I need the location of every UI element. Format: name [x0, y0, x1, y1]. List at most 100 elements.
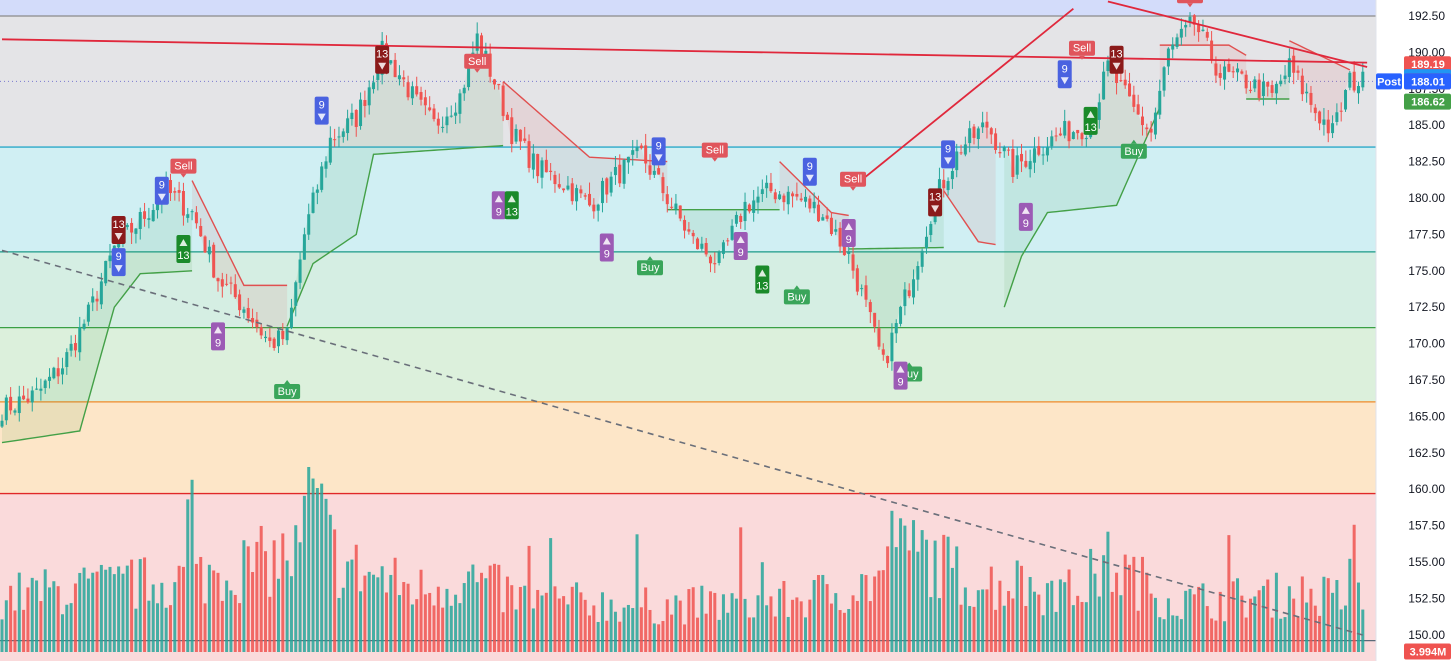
candle-body — [976, 128, 980, 140]
candle-body — [39, 388, 43, 391]
candle-body — [1071, 132, 1075, 139]
volume-bar — [752, 617, 756, 652]
candle-body — [1287, 58, 1291, 77]
volume-bar — [968, 606, 972, 652]
volume-bar — [125, 565, 129, 652]
volume-bar — [402, 582, 406, 652]
price-axis[interactable]: 150.00 152.50 155.00 157.50 160.00 162.50 165.… — [1375, 0, 1456, 661]
candle-body — [363, 100, 367, 106]
price-zones — [0, 0, 1376, 661]
volume-bar — [1093, 573, 1097, 652]
volume-bar — [1097, 596, 1101, 652]
volume-bar — [963, 587, 967, 652]
volume-bar — [816, 575, 820, 652]
candle-body — [1020, 153, 1024, 162]
candle-body — [359, 99, 363, 127]
candle-body — [56, 368, 60, 377]
candle-body — [1356, 86, 1360, 94]
volume-bar — [769, 596, 773, 652]
setup-count-box — [111, 248, 126, 277]
candle-body — [1024, 160, 1028, 167]
candle-body — [168, 180, 172, 194]
candle-body — [285, 327, 289, 341]
candle-body — [553, 174, 557, 185]
setup-count-label: 9 — [897, 377, 903, 389]
candle-body — [899, 306, 903, 324]
setup-count-box — [1018, 202, 1033, 231]
candle-body — [1236, 68, 1240, 73]
volume-bar — [734, 598, 738, 652]
volume-bar — [259, 525, 263, 652]
candle-body — [212, 244, 216, 278]
volume-bar — [147, 600, 151, 652]
supertrend-fill — [667, 182, 780, 265]
candle-body — [324, 161, 328, 169]
setup-count-9: 9 — [941, 140, 956, 169]
volume-bar — [708, 591, 712, 652]
candle-body — [216, 278, 220, 282]
triangle-up-icon — [844, 222, 853, 230]
volume-bar — [955, 546, 959, 652]
setup-count-13: 13 — [176, 234, 191, 263]
setup-count-13: 13 — [755, 265, 770, 294]
volume-bar — [704, 613, 708, 652]
setup-count-label: 13 — [1110, 49, 1122, 61]
volume-bar — [1309, 588, 1313, 652]
candle-body — [350, 112, 354, 120]
supertrend-fill — [1246, 58, 1290, 100]
volume-bar — [380, 566, 384, 652]
volume-bar — [579, 592, 583, 652]
volume-bar — [1218, 591, 1222, 652]
volume-bar — [1326, 578, 1330, 652]
candle-body — [190, 211, 194, 213]
candle-body — [795, 193, 799, 197]
setup-count-13: 13 — [504, 191, 519, 220]
candle-body — [756, 196, 760, 203]
triangle-down-icon — [378, 62, 387, 70]
candle-body — [505, 114, 509, 121]
setup-count-9: 9 — [802, 157, 817, 186]
volume-bar — [1361, 609, 1365, 652]
volume-bar — [462, 583, 466, 652]
volume-bar — [0, 619, 4, 652]
candle-body — [229, 282, 233, 284]
candle-body — [1274, 83, 1278, 94]
candle-body — [35, 388, 39, 390]
volume-bar — [855, 600, 859, 652]
setup-count-label: 9 — [159, 180, 165, 192]
volume-bar — [35, 580, 39, 652]
candle-body — [156, 202, 160, 211]
price-tag-label: 3.994M — [1410, 647, 1447, 659]
volume-bar — [268, 596, 272, 652]
triangle-up-icon — [896, 365, 905, 373]
volume-bar — [812, 579, 816, 652]
candle-body — [747, 204, 751, 212]
volume-bar — [670, 614, 674, 652]
candle-body — [1184, 24, 1188, 28]
candle-body — [963, 144, 967, 155]
candle-body — [1162, 67, 1166, 91]
volume-bar — [56, 586, 60, 652]
volume-bar — [527, 545, 531, 652]
volume-bar — [890, 510, 894, 652]
volume-bar — [894, 547, 898, 652]
supertrend-fill — [1289, 40, 1350, 134]
volume-bar — [899, 518, 903, 652]
volume-bar — [622, 607, 626, 652]
candle-body — [99, 281, 103, 305]
candle-body — [1097, 102, 1101, 120]
candle-body — [562, 188, 566, 191]
candle-body — [929, 223, 933, 235]
setup-count-13: 13 — [375, 45, 390, 74]
volume-bar — [1231, 581, 1235, 652]
axis-tick-label: 155.00 — [1408, 555, 1445, 569]
volume-bar — [86, 578, 90, 652]
volume-bar — [635, 534, 639, 652]
candle-body — [186, 214, 190, 218]
candle-body — [367, 87, 371, 106]
trendlines[interactable] — [1, 0, 1368, 638]
volume-bar — [367, 571, 371, 652]
price-zone — [0, 147, 1376, 252]
volume-bar — [618, 621, 622, 652]
